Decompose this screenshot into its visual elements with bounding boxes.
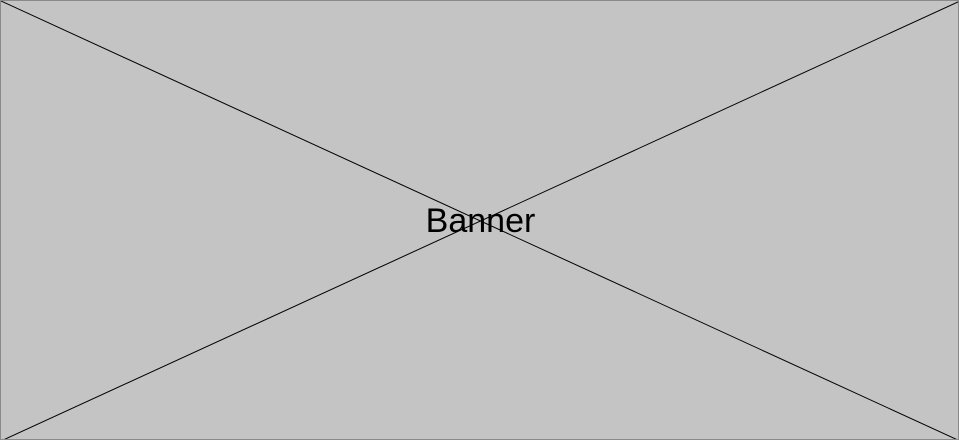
banner-diagonal-line-2 xyxy=(4,1,958,439)
banner-placeholder: Banner xyxy=(0,0,959,440)
banner-placeholder-graphic xyxy=(1,1,958,439)
